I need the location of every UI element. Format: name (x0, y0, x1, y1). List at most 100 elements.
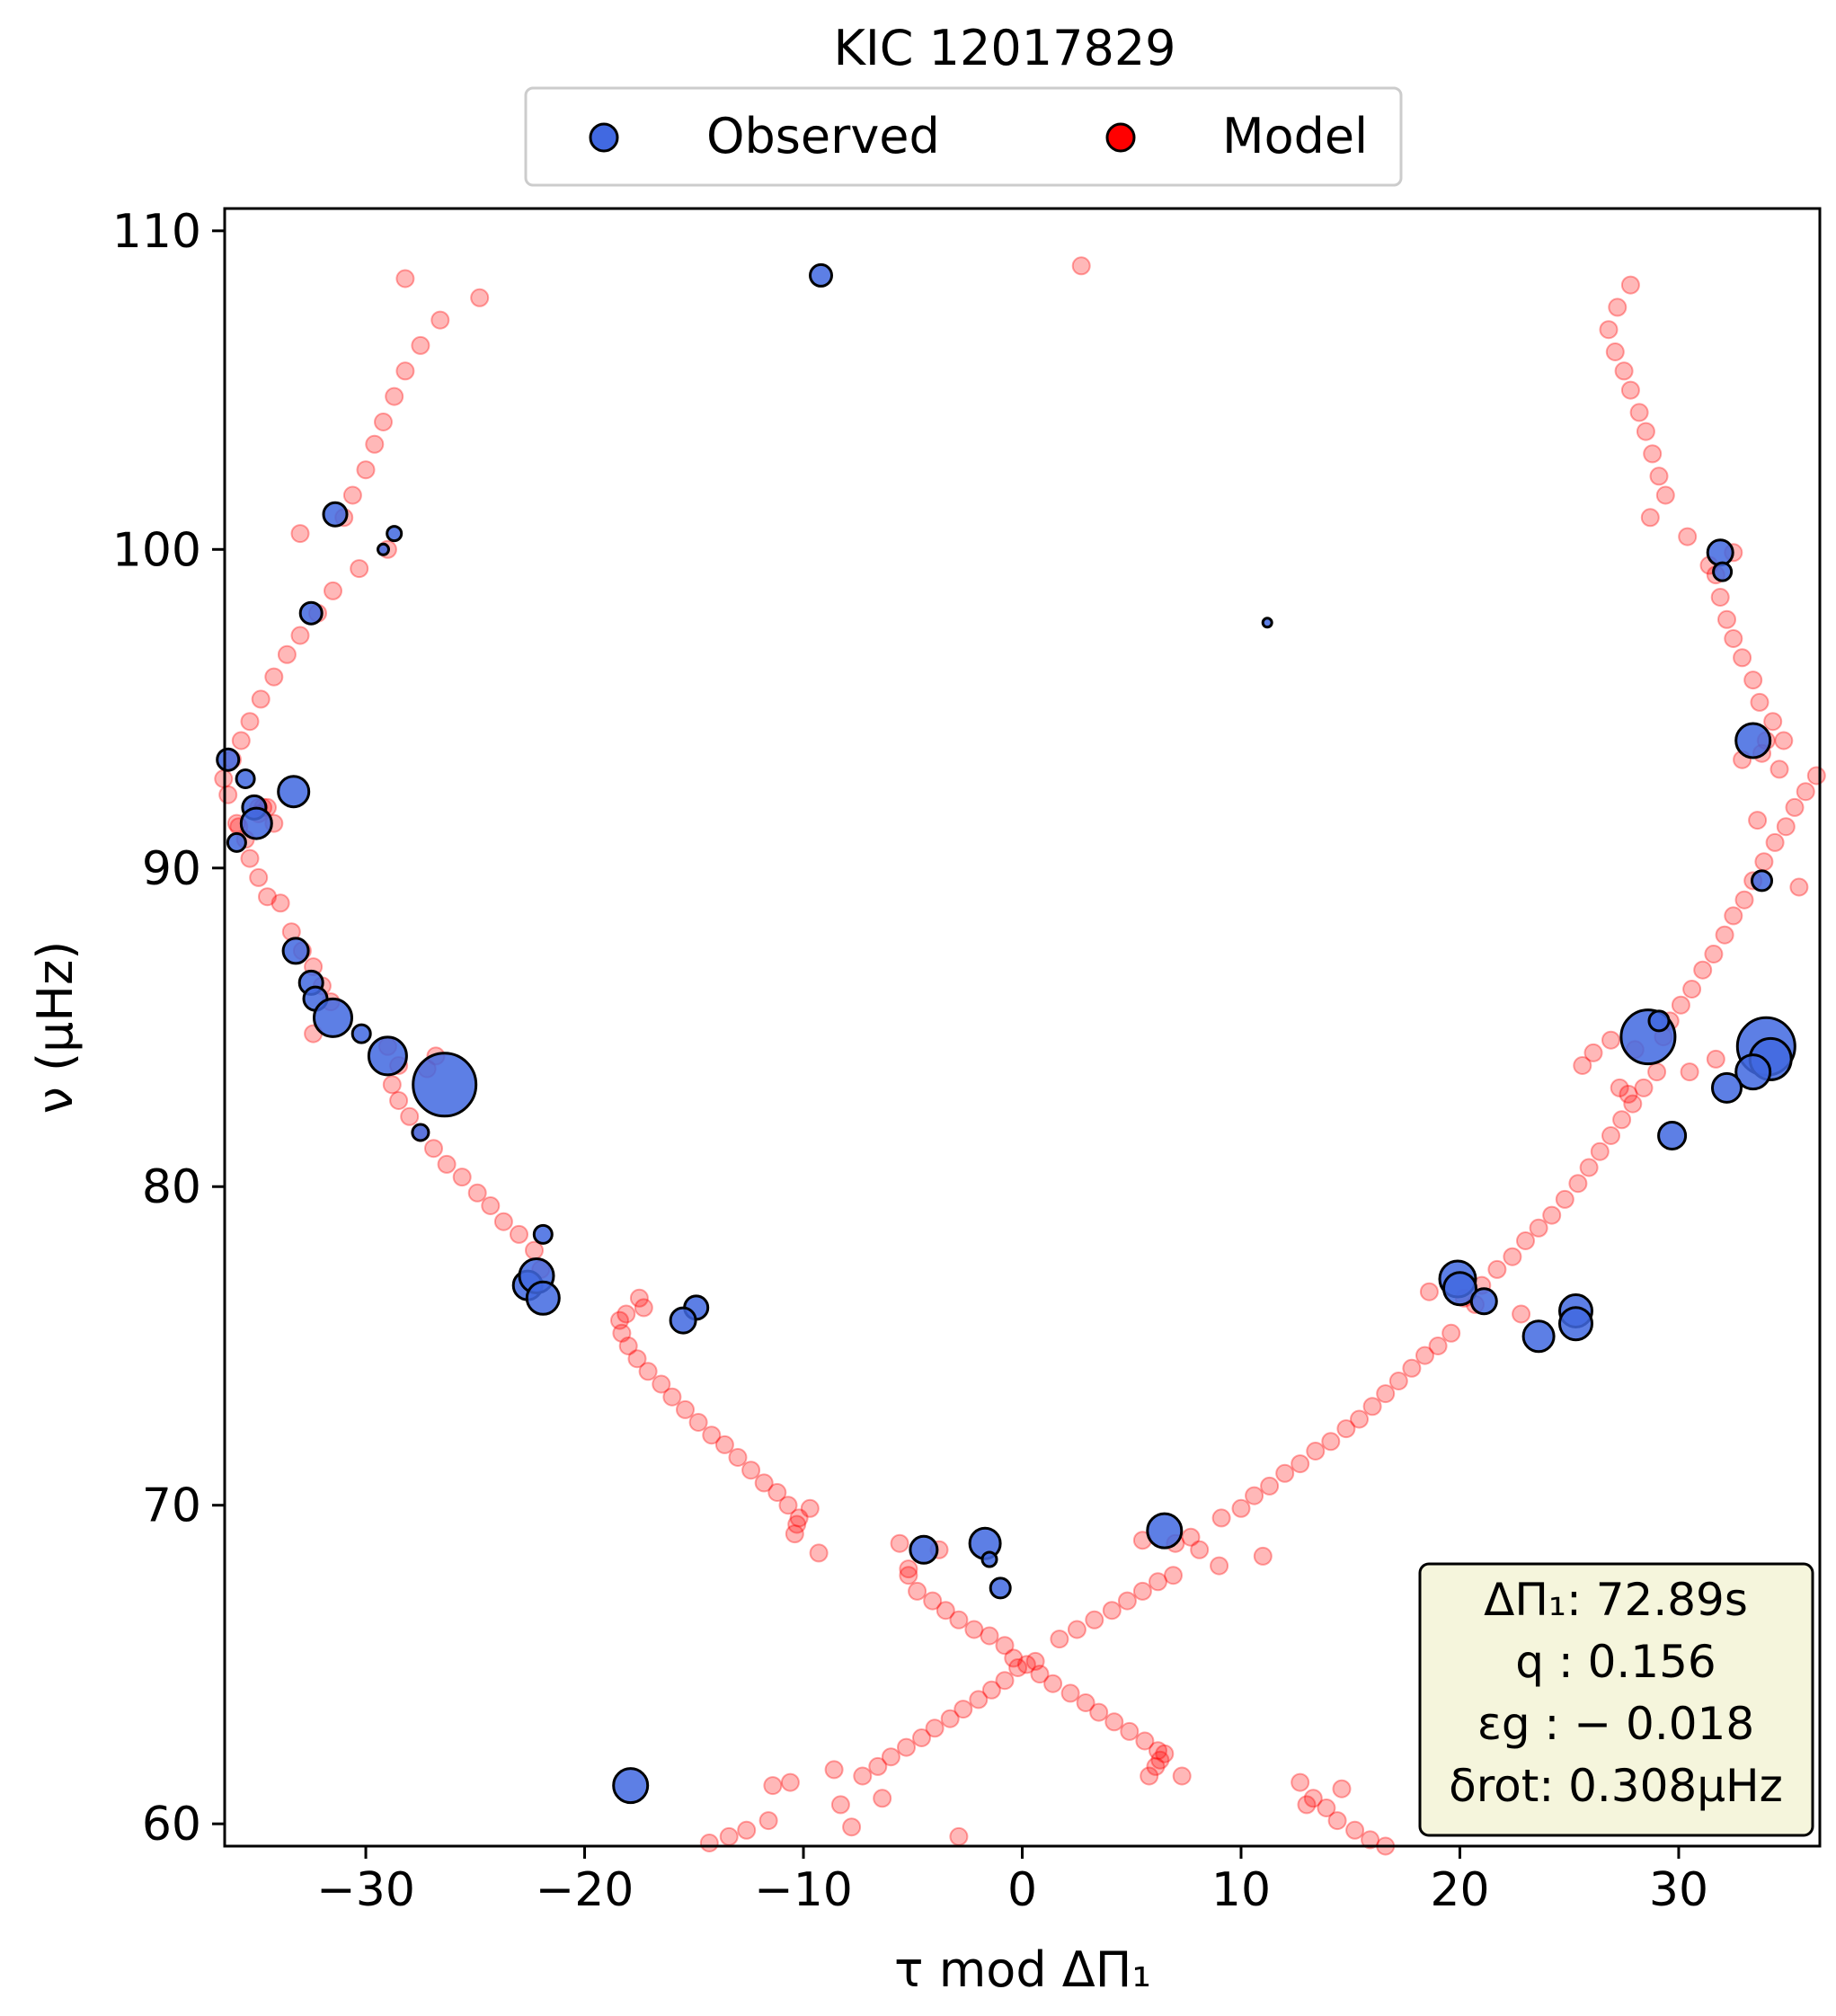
model-point (1715, 925, 1734, 945)
model-point (1076, 1693, 1095, 1712)
model-point (382, 1075, 402, 1095)
info-delta-pi: ΔΠ₁: 72.89s (1484, 1574, 1748, 1626)
model-point (400, 1106, 420, 1126)
model-point (1655, 485, 1675, 505)
model-point (1291, 1772, 1310, 1792)
observed-point (1657, 1121, 1688, 1150)
model-point (1149, 1572, 1167, 1592)
info-epsilon: εg : − 0.018 (1477, 1698, 1754, 1750)
model-point (741, 1461, 761, 1480)
model-point (1614, 361, 1634, 381)
model-point (995, 1671, 1015, 1691)
x-tick-label: −10 (754, 1863, 853, 1917)
model-point (1612, 1110, 1632, 1130)
model-point (1025, 1651, 1045, 1671)
observed-point (386, 525, 404, 543)
observed-point (1558, 1306, 1593, 1342)
model-point (1789, 877, 1809, 897)
model-point (1601, 1126, 1620, 1145)
model-point (1769, 759, 1789, 779)
model-point (912, 1728, 931, 1747)
model-point (1643, 444, 1663, 464)
model-point (853, 1766, 873, 1786)
y-axis-label: ν (μHz) (27, 941, 84, 1115)
legend-frame (524, 86, 1403, 187)
model-point (1231, 1498, 1251, 1518)
model-point (452, 1168, 472, 1187)
observed-point (1442, 1271, 1477, 1307)
model-point (1743, 671, 1763, 690)
model-point (1327, 1811, 1347, 1831)
model-point (1765, 832, 1785, 852)
model-point (1590, 1141, 1610, 1161)
model-point (676, 1399, 695, 1419)
model-point (1608, 298, 1628, 317)
observed-point (1711, 1071, 1743, 1104)
model-point (1120, 1721, 1140, 1741)
observed-point (1647, 1009, 1671, 1033)
info-delta-rot: δrot: 0.308μHz (1449, 1760, 1783, 1812)
observed-point (1706, 538, 1734, 567)
model-point (1503, 1247, 1522, 1266)
model-point (1601, 1030, 1620, 1050)
model-point (1060, 1683, 1080, 1703)
model-point (1419, 1282, 1439, 1301)
model-point (1516, 1231, 1535, 1250)
model-point (899, 1566, 918, 1585)
legend-model-marker (1105, 122, 1136, 153)
model-point (264, 667, 284, 687)
observed-point (235, 768, 256, 789)
model-point (1345, 1820, 1365, 1840)
model-point (290, 626, 310, 645)
observed-point (525, 1280, 561, 1316)
model-point (1796, 782, 1815, 802)
model-point (1750, 692, 1769, 712)
model-point (1071, 256, 1091, 276)
x-tick-label: 0 (1007, 1863, 1037, 1917)
model-point (1599, 320, 1619, 340)
model-point (395, 361, 415, 381)
observed-point (411, 1123, 430, 1142)
model-point (1067, 1620, 1087, 1639)
model-point (662, 1387, 682, 1407)
model-point (1210, 1556, 1229, 1576)
model-point (1512, 1304, 1531, 1324)
model-point (1132, 1581, 1152, 1601)
model-point (1050, 1630, 1069, 1649)
model-point (493, 1212, 513, 1231)
model-point (824, 1760, 844, 1780)
observed-point (1734, 1053, 1772, 1091)
model-point (809, 1543, 829, 1563)
observed-point (989, 1576, 1012, 1600)
model-point (1754, 852, 1774, 872)
model-point (754, 1473, 774, 1493)
model-point (1361, 1830, 1380, 1850)
model-point (1085, 1610, 1104, 1630)
model-point (277, 644, 297, 664)
model-point (1415, 1345, 1434, 1365)
model-point (1376, 1384, 1396, 1404)
observed-point (412, 1052, 478, 1118)
model-point (1117, 1591, 1137, 1611)
model-point (785, 1524, 804, 1544)
model-point (437, 1154, 457, 1174)
model-point (1303, 1789, 1323, 1808)
model-point (758, 1811, 778, 1831)
y-tick-label: 100 (112, 523, 201, 577)
observed-point (1261, 617, 1273, 629)
observed-point (1469, 1287, 1498, 1316)
model-point (1806, 766, 1826, 786)
model-point (714, 1434, 734, 1454)
model-point (510, 1224, 528, 1244)
model-point (1710, 588, 1730, 607)
model-point (1150, 1750, 1170, 1770)
observed-series (216, 262, 1796, 1805)
model-point (868, 1756, 888, 1776)
model-point (1693, 960, 1713, 980)
observed-point (216, 747, 241, 772)
x-tick-label: 30 (1649, 1863, 1708, 1917)
model-point (737, 1820, 757, 1840)
model-point (411, 335, 430, 355)
legend: Observed Model (524, 86, 1403, 187)
model-point (1785, 797, 1805, 817)
